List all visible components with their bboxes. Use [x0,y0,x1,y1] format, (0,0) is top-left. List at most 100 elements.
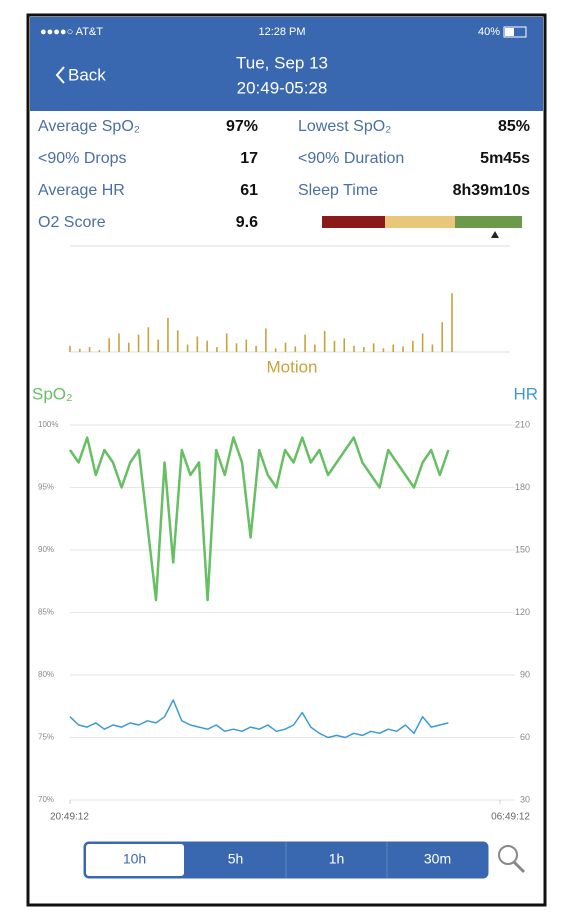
motion-bar [176,330,179,352]
phone-frame [26,13,547,907]
y-axis-title: SpO₂ [32,384,73,403]
motion-bar [402,346,404,352]
motion-bar [186,344,189,352]
motion-bar [343,338,346,352]
back-chevron[interactable] [55,66,65,84]
stat-label: Sleep Time [298,182,378,199]
motion-bar [431,344,434,352]
y-tick-label: 100% [38,420,58,429]
stat-value: 61 [240,182,258,199]
motion-bar [225,333,228,352]
y-tick-label: 85% [38,608,54,617]
motion-bar [284,342,287,352]
stat-label: Lowest SpO₂ [298,118,391,135]
motion-bar [372,343,375,352]
score-pointer [491,231,499,238]
motion-bar [441,322,444,352]
stat-label: Average SpO₂ [38,118,140,135]
stat-label: <90% Drops [38,150,127,167]
motion-bar [421,333,424,352]
motion-bar [235,343,238,352]
stat-value: 17 [240,150,258,167]
motion-bar [412,340,414,352]
motion-bar [274,348,277,352]
motion-bar [245,339,248,352]
motion-bar [382,348,385,352]
battery-icon [503,26,527,38]
motion-title: Motion [266,357,317,376]
stat-value: 9.6 [236,214,258,231]
stat-label: Average HR [38,182,125,199]
y2-tick-label: 150 [515,544,530,554]
header-date: Tue, Sep 13 [236,53,328,72]
motion-bar [451,293,453,352]
series-line [69,699,449,739]
stat-value: 5m45s [480,150,530,167]
motion-bar [69,345,71,352]
motion-bar [118,333,120,352]
motion-bar [147,327,150,352]
battery-level [505,28,514,36]
button-selected[interactable] [84,842,186,878]
motion-bar [314,344,316,352]
stat-value: 97% [226,118,258,135]
header-bg [30,17,543,111]
motion-bar [363,347,365,352]
carrier: ●●●●○ AT&T [40,26,103,38]
y2-axis-title: HR [513,384,538,403]
y2-tick-label: 180 [515,482,530,492]
motion-bar [108,338,110,352]
y-tick-label: 95% [38,483,54,492]
motion-bar [323,330,326,352]
score-yellow [385,216,455,228]
y2-tick-label: 30 [520,794,530,804]
time-button[interactable]: 10h [123,851,146,867]
search-icon[interactable] [498,845,518,865]
time-button[interactable]: 5h [228,851,244,867]
motion-bar [137,334,140,352]
score-bar [322,216,522,238]
motion-bar [98,350,101,352]
motion-bar [255,345,257,352]
x-tick-label: 20:49:12 [50,812,89,823]
motion-bar [392,344,395,352]
y-tick-label: 80% [38,670,54,679]
back-button[interactable]: Back [68,65,106,84]
motion-bar [167,317,169,352]
motion-bar [196,336,199,352]
y2-tick-label: 90 [520,669,530,679]
motion-bar [216,347,218,352]
motion-bar [88,347,91,352]
motion-bar [157,339,159,352]
battery: 40% [478,26,500,38]
clock: 12:28 PM [258,26,305,38]
stat-label: <90% Duration [298,150,404,167]
y-tick-label: 75% [38,733,54,742]
header-range: 20:49-05:28 [237,78,328,97]
time-button[interactable]: 1h [329,851,345,867]
motion-bar [206,340,208,352]
y2-tick-label: 120 [515,607,530,617]
y2-tick-label: 60 [520,732,530,742]
stat-value: 8h39m10s [453,182,530,199]
y2-tick-label: 210 [515,419,530,429]
motion-bar [265,328,267,352]
score-red [322,216,385,228]
motion-bar [353,345,355,352]
motion-bar [333,340,336,352]
motion-bar [78,348,81,352]
x-tick-label: 06:49:12 [491,812,530,823]
stat-label: O2 Score [38,214,106,231]
y-tick-label: 90% [38,545,54,554]
motion-bar [294,346,297,352]
motion-bar [304,334,306,352]
search-handle [512,860,526,874]
y-tick-label: 70% [38,795,54,804]
time-button[interactable]: 30m [424,851,451,867]
motion-bar [127,342,130,352]
series-line [68,436,450,602]
stat-value: 85% [498,118,530,135]
score-green [455,216,522,228]
